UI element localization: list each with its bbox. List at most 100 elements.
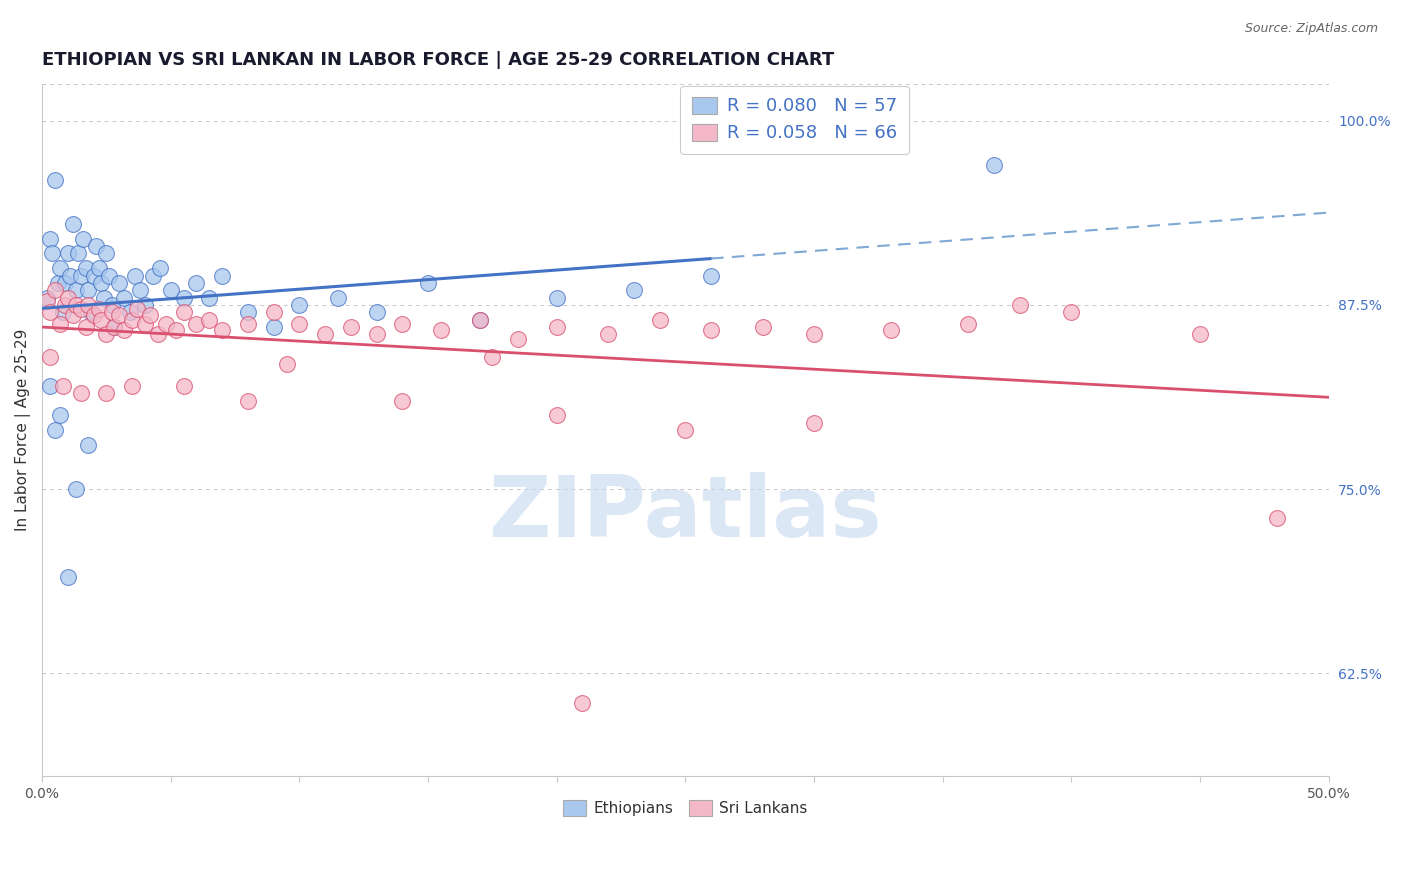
Point (69, 268, 91, 283)
Point (114, 291, 136, 305)
Point (366, 327, 388, 342)
Point (87, 261, 110, 276)
Point (121, 379, 143, 393)
Point (1265, 511, 1288, 525)
Point (340, 320, 363, 334)
Point (77, 298, 100, 312)
Point (118, 305, 141, 319)
Point (84, 239, 107, 253)
Point (416, 276, 439, 290)
Point (114, 323, 136, 337)
Point (1060, 305, 1083, 319)
Point (96, 246, 118, 260)
Text: ZIPatlas: ZIPatlas (488, 472, 882, 555)
Point (165, 323, 187, 337)
Point (65, 482, 87, 496)
Point (124, 268, 146, 283)
Point (49, 317, 72, 331)
Point (263, 320, 285, 334)
Point (751, 320, 773, 334)
Point (69, 386, 91, 401)
Point (326, 291, 349, 305)
Point (571, 696, 593, 710)
Point (72, 232, 94, 246)
Point (134, 317, 156, 331)
Point (546, 409, 568, 423)
Point (49, 261, 72, 276)
Point (108, 276, 131, 290)
Point (468, 312, 491, 326)
Point (37, 293, 59, 308)
Point (314, 327, 336, 342)
Point (198, 291, 221, 305)
Point (93, 291, 115, 305)
Point (803, 416, 825, 430)
Point (38, 305, 60, 319)
Point (90, 312, 112, 326)
Point (67, 246, 90, 260)
Point (96, 386, 118, 401)
Point (1008, 298, 1031, 312)
Point (139, 308, 162, 322)
Point (103, 320, 125, 334)
Point (108, 308, 131, 322)
Point (366, 305, 388, 319)
Point (128, 283, 150, 297)
Point (700, 268, 723, 283)
Point (83, 308, 105, 322)
Point (46, 276, 69, 290)
Point (134, 298, 156, 312)
Point (56, 291, 79, 305)
Text: Source: ZipAtlas.com: Source: ZipAtlas.com (1244, 22, 1378, 36)
Point (957, 317, 980, 331)
Point (56, 570, 79, 584)
Point (80, 305, 103, 319)
Point (648, 312, 671, 326)
Point (623, 283, 645, 297)
Point (44, 173, 66, 187)
Point (211, 268, 233, 283)
Point (65, 298, 87, 312)
Point (69, 302, 91, 317)
Point (391, 317, 413, 331)
Point (508, 332, 530, 346)
Point (44, 423, 66, 437)
Point (673, 423, 696, 437)
Point (100, 298, 122, 312)
Point (155, 317, 177, 331)
Point (146, 327, 169, 342)
Point (880, 323, 903, 337)
Point (52, 379, 75, 393)
Point (103, 320, 125, 334)
Point (236, 393, 259, 408)
Point (75, 320, 97, 334)
Point (481, 350, 503, 364)
Point (546, 320, 568, 334)
Point (87, 302, 110, 317)
Point (83, 268, 105, 283)
Point (49, 409, 72, 423)
Point (276, 357, 298, 371)
Point (100, 305, 122, 319)
Point (121, 312, 143, 326)
Point (38, 379, 60, 393)
Point (700, 323, 723, 337)
Point (173, 291, 195, 305)
Point (142, 268, 165, 283)
Point (75, 261, 97, 276)
Point (263, 305, 285, 319)
Point (173, 305, 195, 319)
Point (391, 393, 413, 408)
Point (288, 298, 311, 312)
Point (53, 276, 76, 290)
Text: ETHIOPIAN VS SRI LANKAN IN LABOR FORCE | AGE 25-29 CORRELATION CHART: ETHIOPIAN VS SRI LANKAN IN LABOR FORCE |… (42, 51, 834, 69)
Point (37, 291, 59, 305)
Point (62, 217, 84, 231)
Point (173, 379, 195, 393)
Point (1188, 327, 1211, 342)
Y-axis label: In Labor Force | Age 25-29: In Labor Force | Age 25-29 (15, 329, 31, 532)
Point (38, 232, 60, 246)
Point (186, 276, 208, 290)
Point (983, 158, 1005, 172)
Point (44, 283, 66, 297)
